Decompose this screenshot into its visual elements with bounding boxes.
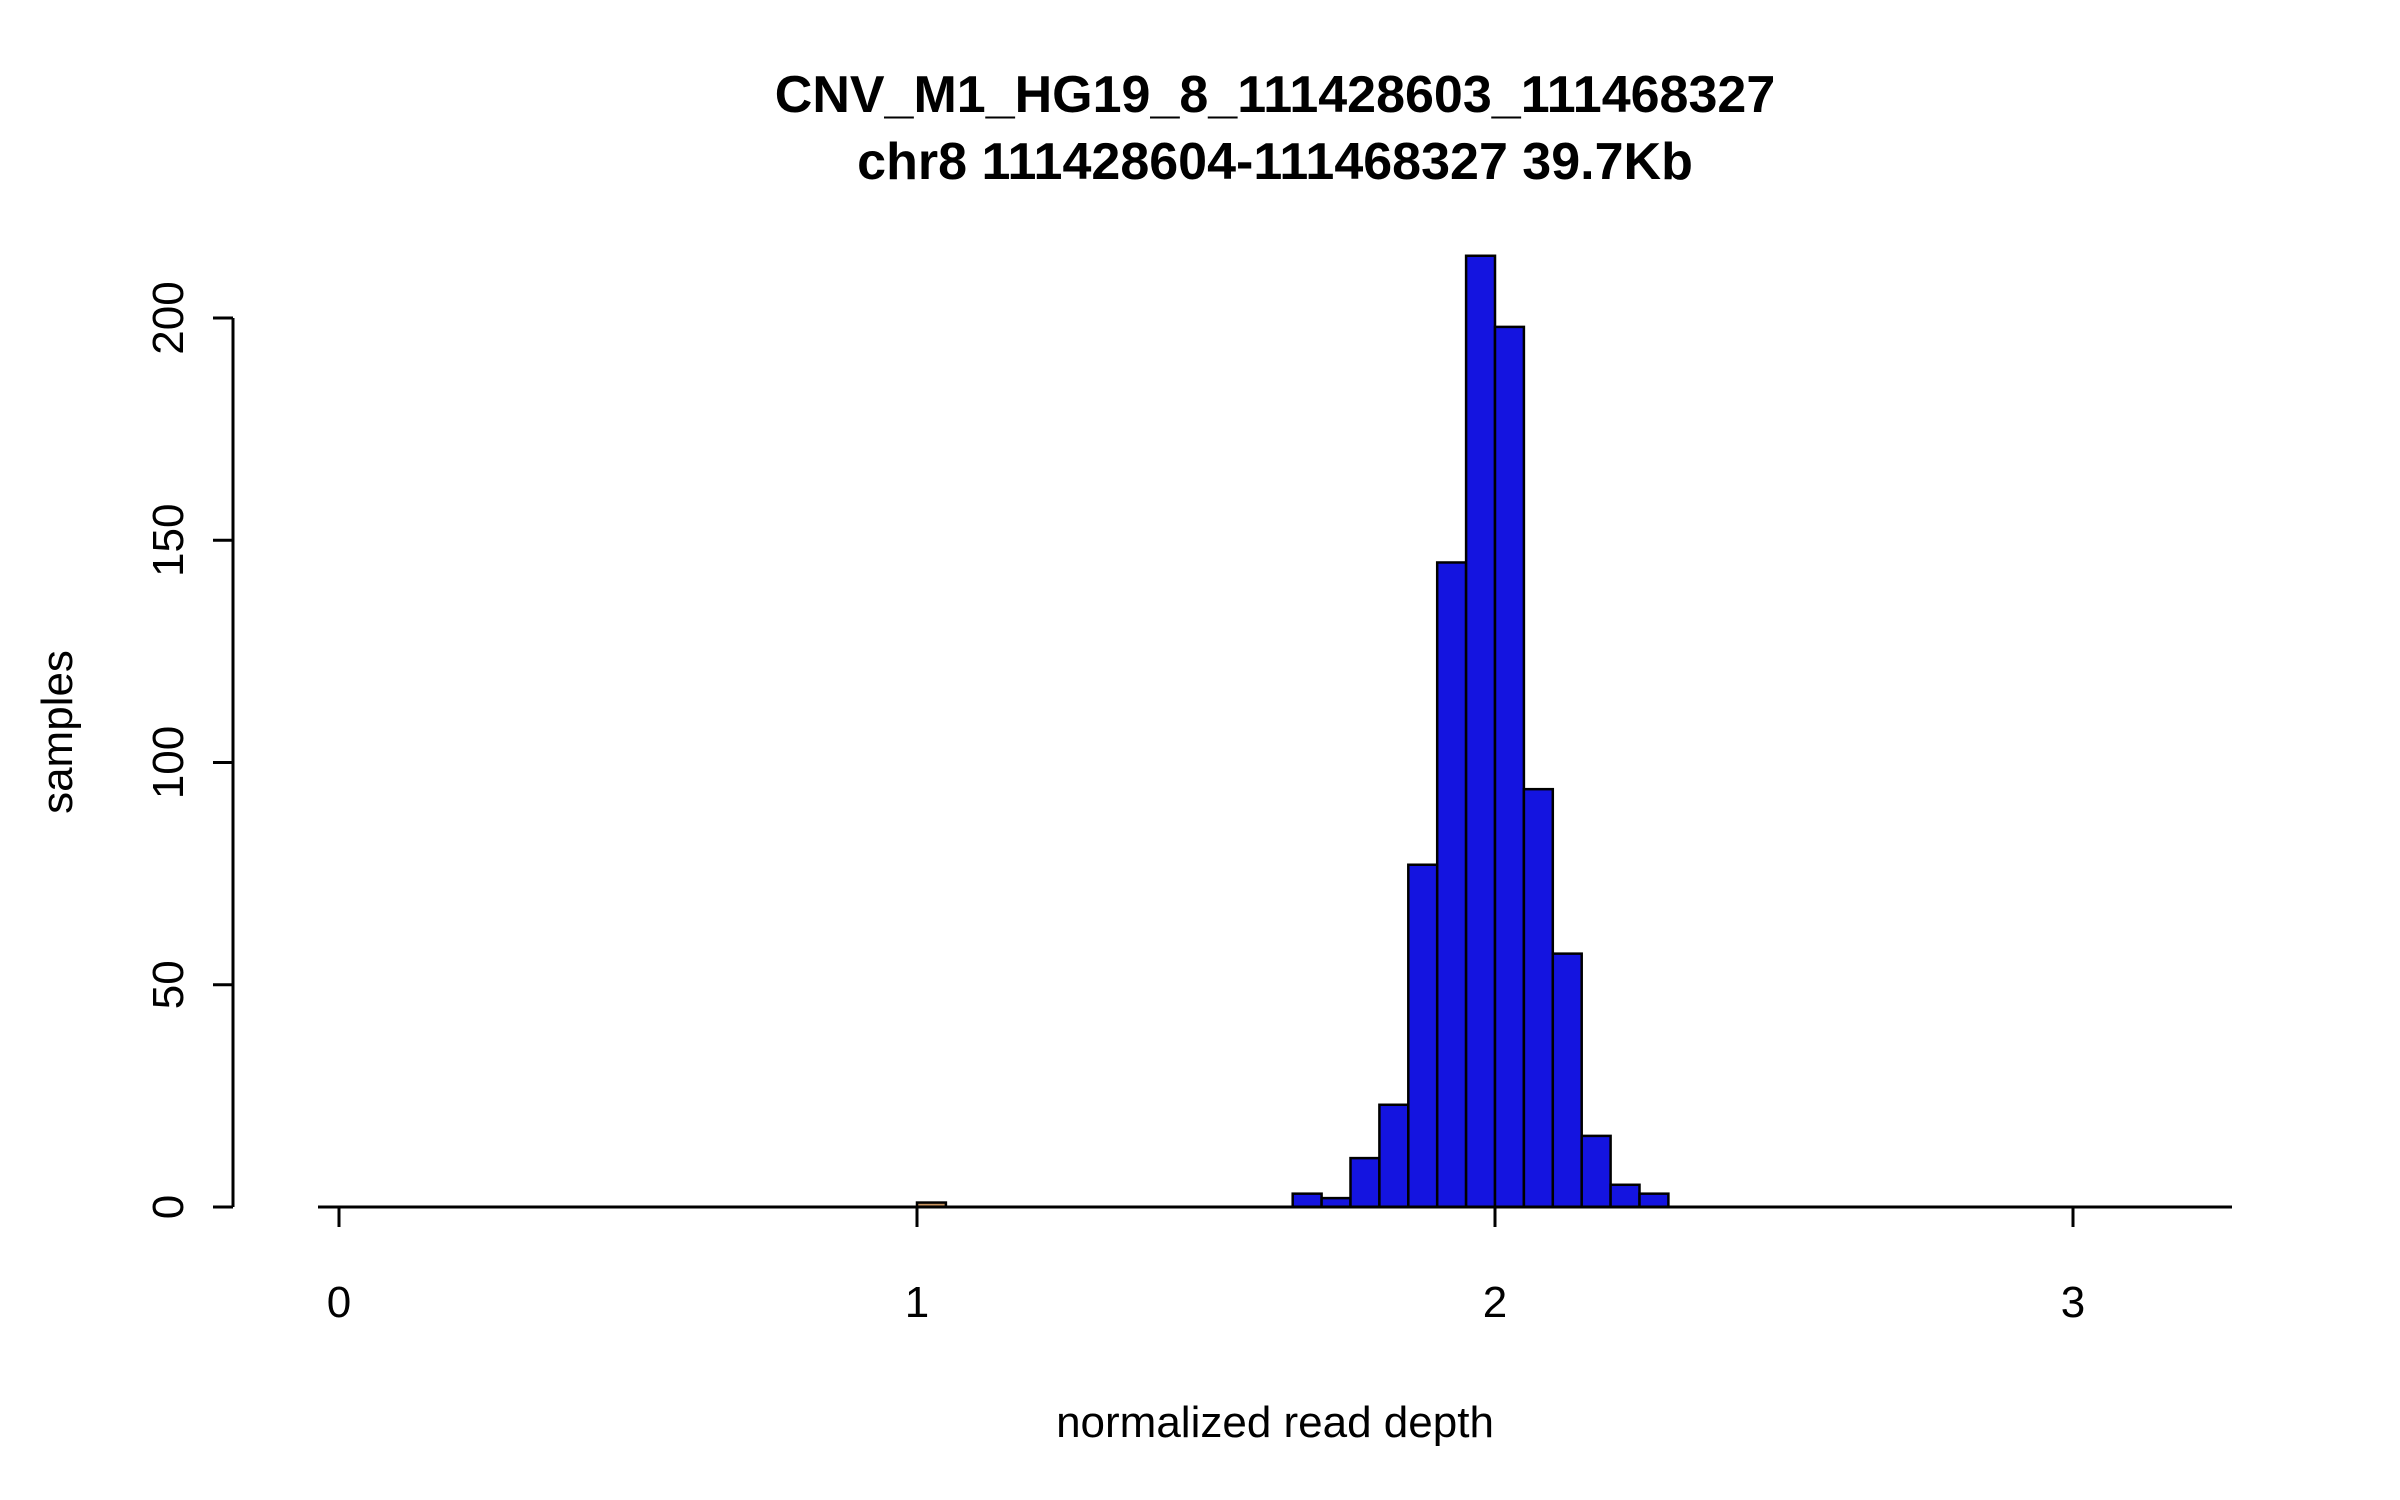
histogram-bar <box>1522 787 1555 1209</box>
x-axis-tick-label: 3 <box>2061 1278 2085 1327</box>
histogram-bar <box>1580 1134 1612 1209</box>
chart-title-block: CNV_M1_HG19_8_111428603_111468327 chr8 1… <box>150 62 2400 196</box>
histogram-bar <box>1464 254 1497 1209</box>
x-axis-tick-label: 1 <box>905 1278 929 1327</box>
histogram-bar <box>1609 1183 1641 1209</box>
histogram-bar <box>1349 1156 1381 1209</box>
histogram-bar <box>1435 561 1468 1209</box>
y-axis-tick-label: 200 <box>144 281 193 354</box>
histogram-bar <box>1407 863 1439 1209</box>
y-axis-tick-label: 0 <box>144 1195 193 1219</box>
histogram-bar <box>1493 325 1526 1209</box>
y-axis-tick-label: 150 <box>144 504 193 577</box>
chart-title: CNV_M1_HG19_8_111428603_111468327 <box>774 66 1776 124</box>
x-axis-tick-label: 2 <box>1483 1278 1507 1327</box>
x-axis-tick-label: 0 <box>327 1278 351 1327</box>
histogram-bar <box>1378 1103 1410 1209</box>
x-axis-label: normalized read depth <box>1056 1398 1494 1447</box>
histogram-bar <box>1551 952 1583 1209</box>
y-axis-tick-label: 50 <box>144 960 193 1009</box>
histogram-bar <box>1638 1192 1670 1209</box>
histogram-bar <box>1291 1192 1323 1209</box>
y-axis-tick-label: 100 <box>144 726 193 799</box>
chart-subtitle: chr8 111428604-111468327 39.7Kb <box>857 133 1693 191</box>
